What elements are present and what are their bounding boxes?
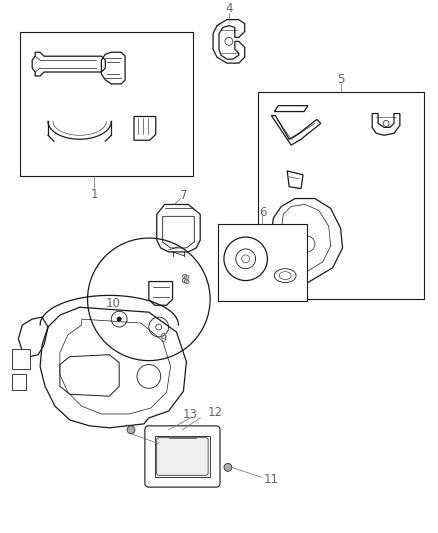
Text: 9: 9: [159, 333, 166, 345]
Text: 7: 7: [180, 189, 187, 202]
Circle shape: [127, 426, 135, 434]
Text: 12: 12: [208, 406, 223, 418]
Text: 13: 13: [183, 408, 198, 422]
FancyBboxPatch shape: [145, 426, 220, 487]
Circle shape: [224, 463, 232, 471]
FancyBboxPatch shape: [157, 438, 208, 475]
Text: 1: 1: [91, 188, 98, 201]
Bar: [12, 349, 30, 368]
Text: 11: 11: [264, 473, 279, 486]
Text: 6: 6: [259, 206, 266, 219]
Bar: [258, 92, 424, 300]
Text: 5: 5: [337, 74, 344, 86]
Bar: [12, 375, 26, 390]
Text: 8: 8: [183, 274, 190, 287]
Text: 4: 4: [225, 2, 233, 15]
Bar: [218, 224, 307, 301]
Text: 10: 10: [106, 297, 121, 310]
Circle shape: [117, 317, 122, 321]
Text: 8: 8: [181, 273, 188, 286]
Bar: [20, 33, 193, 176]
Bar: [155, 436, 210, 477]
